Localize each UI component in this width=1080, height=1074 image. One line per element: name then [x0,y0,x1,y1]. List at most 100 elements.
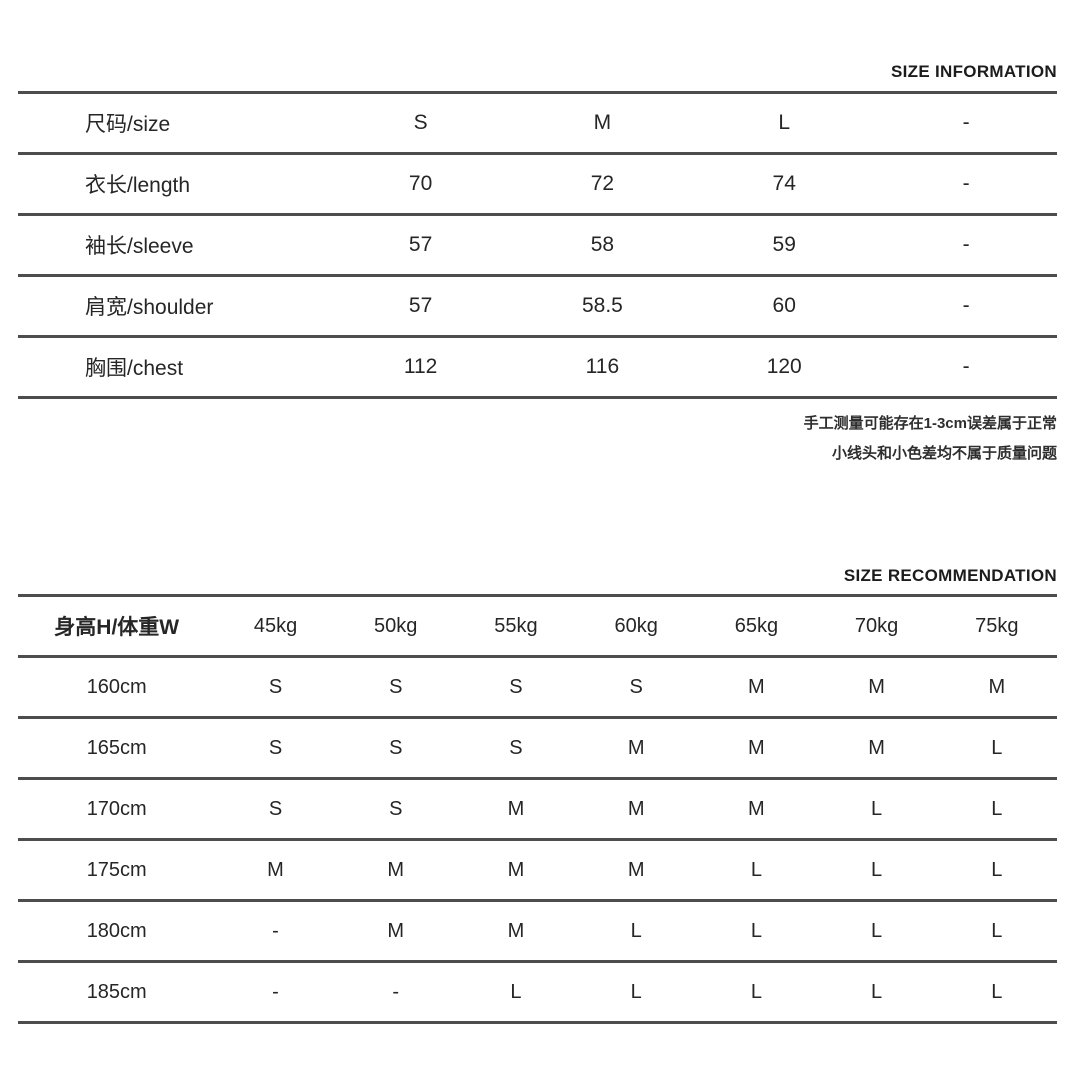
size-information-section: SIZE INFORMATION 尺码/size S M L - 衣长/length 70 7… [18,0,1057,469]
cell-value: M [507,797,525,820]
cell-value: - [962,111,970,134]
cell-value: M [387,919,405,942]
cell-value: S [389,675,403,698]
row-label: 185cm [86,980,147,1003]
note-line-1: 手工测量可能存在1-3cm误差属于正常 [803,415,1057,432]
cell-value: M [748,797,765,820]
row-label: 尺码/size [85,113,171,136]
header-weight-label: 50kg [374,614,418,637]
cell-value: 116 [585,355,620,378]
cell-value: 58 [590,233,615,256]
row-label: 165cm [86,736,147,759]
row-label: 袖长/sleeve [85,235,194,258]
cell-value: S [413,111,428,134]
cell-value: M [988,675,1006,698]
size-recommendation-table: 身高H/体重W 45kg 50kg 55kg 60kg 65kg 70kg 75kg 160c… [18,594,1057,1024]
cell-value: M [387,858,405,881]
row-label: 170cm [86,797,147,820]
cell-value: - [962,294,970,317]
cell-value: M [748,736,765,759]
cell-value: L [510,980,522,1003]
cell-value: L [750,980,762,1003]
cell-value: S [629,675,643,698]
size-recommendation-title: SIZE RECOMMENDATION [843,566,1057,585]
cell-value: L [630,919,642,942]
cell-value: M [507,919,525,942]
cell-value: 70 [408,172,433,195]
cell-value: S [268,797,283,820]
cell-value: L [991,736,1003,759]
cell-value: M [593,111,612,134]
cell-value: 57 [408,233,433,256]
cell-value: L [871,797,883,820]
cell-value: - [962,355,970,378]
table-row: 170cm S S M M M L L [18,779,1057,840]
row-label: 175cm [86,858,147,881]
header-weight-label: 70kg [854,614,899,637]
header-weight-label: 75kg [975,614,1019,637]
table-header-row: 身高H/体重W 45kg 50kg 55kg 60kg 65kg 70kg 75kg [18,596,1057,657]
cell-value: L [871,980,883,1003]
table-row: 175cm M M M M L L L [18,840,1057,901]
cell-value: S [389,736,403,759]
cell-value: M [868,675,885,698]
size-information-table: 尺码/size S M L - 衣长/length 70 72 74 - 袖长/sleeve 57 58… [18,91,1057,399]
cell-value: 112 [403,355,438,378]
table-row: 衣长/length 70 72 74 - [18,154,1057,215]
cell-value: 120 [766,355,802,378]
cell-value: - [392,980,400,1003]
row-label: 胸围/chest [85,357,184,380]
cell-value: 74 [772,172,796,195]
table-row: 胸围/chest 112 116 120 - [18,337,1057,398]
cell-value: S [509,675,523,698]
size-recommendation-section: SIZE RECOMMENDATION 身高H/体重W 45kg 50kg 55kg 6… [18,469,1057,1024]
cell-value: M [507,858,525,881]
cell-value: S [268,675,283,698]
cell-value: L [750,919,762,942]
row-label: 160cm [86,675,147,698]
row-label: 衣长/length [85,174,191,197]
table-row: 尺码/size S M L - [18,93,1057,154]
cell-value: S [268,736,283,759]
header-weight-label: 45kg [253,614,298,637]
cell-value: 60 [772,294,796,317]
cell-value: 57 [408,294,433,317]
row-label: 肩宽/shoulder [85,296,214,319]
cell-value: - [962,172,970,195]
header-label: 身高H/体重W [54,616,180,639]
table-row: 185cm - - L L L L L [18,962,1057,1023]
cell-value: L [991,980,1003,1003]
cell-value: L [871,858,883,881]
cell-value: M [627,797,645,820]
table-row: 180cm - M M L L L L [18,901,1057,962]
measurement-notes: 手工测量可能存在1-3cm误差属于正常 小线头和小色差均不属于质量问题 [18,399,1057,469]
cell-value: S [509,736,523,759]
header-weight-label: 65kg [734,614,779,637]
cell-value: M [627,858,645,881]
cell-value: L [630,980,642,1003]
cell-value: L [991,797,1003,820]
cell-value: M [267,858,284,881]
table-row: 160cm S S S S M M M [18,657,1057,718]
cell-value: - [272,980,279,1003]
cell-value: 58.5 [581,294,623,317]
note-line-2: 小线头和小色差均不属于质量问题 [831,445,1057,462]
row-label: 180cm [86,919,147,942]
cell-value: L [991,919,1003,942]
cell-value: 59 [772,233,796,256]
cell-value: L [778,111,791,134]
cell-value: - [272,919,279,942]
table-row: 袖长/sleeve 57 58 59 - [18,215,1057,276]
cell-value: L [750,858,762,881]
size-information-title: SIZE INFORMATION [891,62,1057,81]
cell-value: M [868,736,885,759]
header-weight-label: 55kg [494,614,538,637]
header-weight-label: 60kg [614,614,658,637]
cell-value: L [871,919,883,942]
cell-value: M [748,675,765,698]
cell-value: M [627,736,645,759]
cell-value: - [962,233,970,256]
cell-value: L [991,858,1003,881]
cell-value: S [389,797,403,820]
